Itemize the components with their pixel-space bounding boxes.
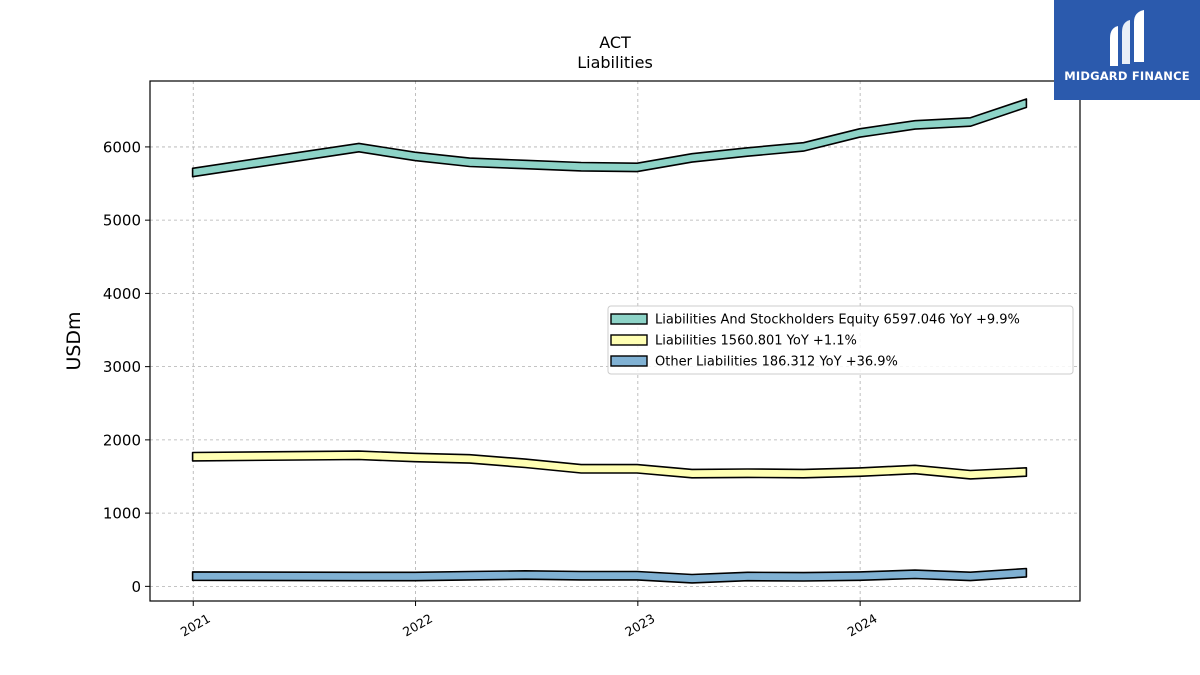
- legend: Liabilities And Stockholders Equity 6597…: [607, 305, 1074, 375]
- y-tick-label: 5000: [103, 212, 141, 230]
- y-axis-ticks: 0 1000 2000 3000 4000 5000 6000: [103, 138, 150, 596]
- series-band-0: [191, 98, 1028, 178]
- chart-title: ACT: [599, 33, 631, 52]
- y-tick-label: 0: [131, 578, 141, 596]
- logo-text: MIDGARD FINANCE: [1064, 69, 1190, 83]
- legend-label-2: Other Liabilities 186.312 YoY +36.9%: [655, 355, 898, 370]
- legend-label-0: Liabilities And Stockholders Equity 6597…: [655, 313, 1020, 328]
- logo-mark-icon: [1110, 10, 1144, 66]
- series-band-1: [191, 450, 1028, 480]
- y-tick-label: 6000: [103, 138, 141, 156]
- y-tick-label: 1000: [103, 505, 141, 523]
- x-tick-label: 2022: [400, 611, 435, 640]
- legend-swatch-0: [610, 313, 648, 325]
- chart-subtitle: Liabilities: [577, 53, 653, 72]
- y-axis-label: USDm: [63, 311, 85, 370]
- x-tick-label: 2024: [845, 611, 880, 640]
- x-tick-label: 2021: [178, 611, 213, 640]
- legend-swatch-2: [610, 355, 648, 367]
- plot-frame: [149, 80, 1081, 602]
- brand-logo: MIDGARD FINANCE: [1054, 0, 1200, 100]
- series-band-2: [191, 567, 1028, 584]
- y-tick-label: 3000: [103, 358, 141, 376]
- legend-box: [607, 305, 1074, 375]
- series-group: [191, 98, 1028, 584]
- x-tick-label: 2023: [622, 611, 657, 640]
- y-tick-label: 2000: [103, 431, 141, 449]
- x-axis-ticks: 2021 2022 2023 2024: [178, 601, 880, 640]
- legend-swatch-1: [610, 334, 648, 346]
- y-tick-label: 4000: [103, 285, 141, 303]
- legend-label-1: Liabilities 1560.801 YoY +1.1%: [655, 334, 857, 349]
